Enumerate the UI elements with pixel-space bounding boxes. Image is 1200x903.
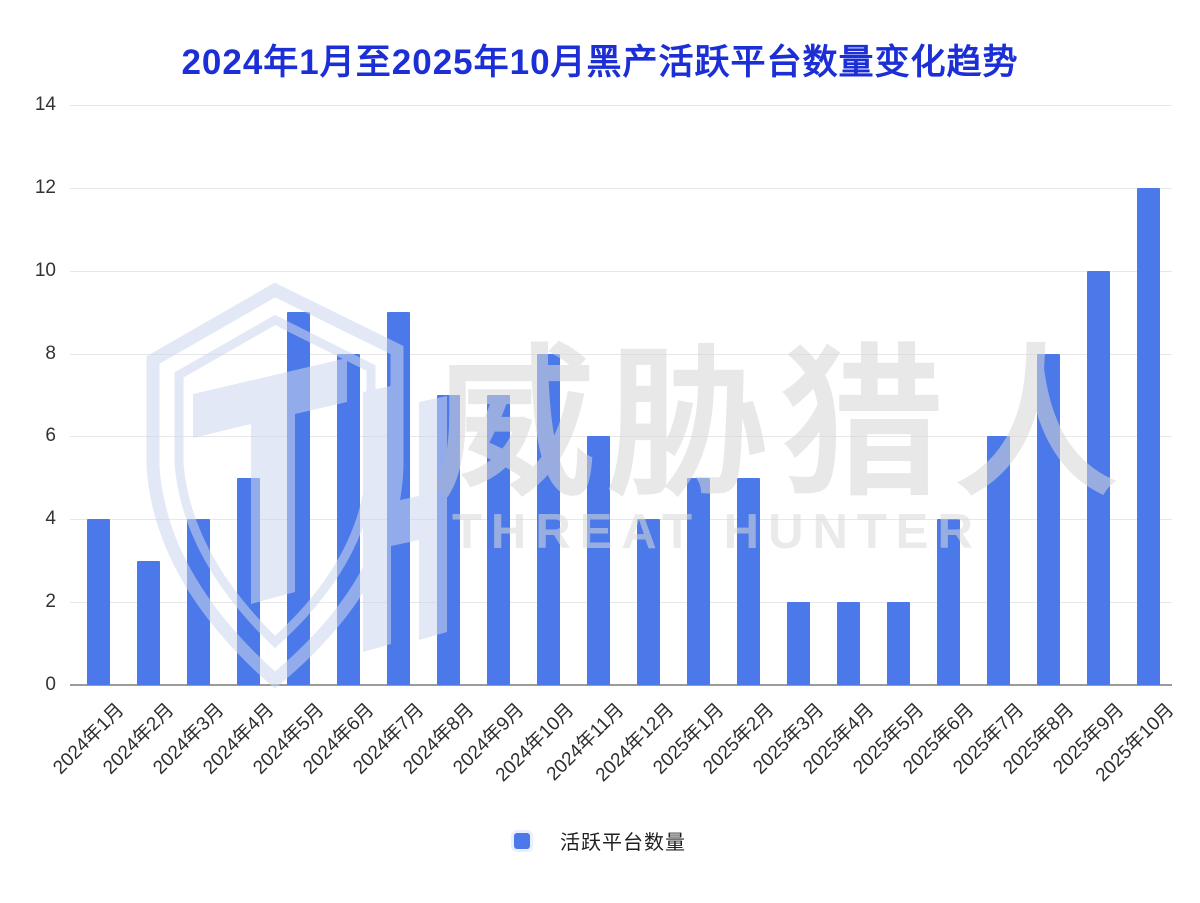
gridline: [70, 602, 1172, 604]
bar-2025年8月: [1036, 353, 1060, 685]
bar-2024年4月: [236, 477, 260, 685]
bar-2024年7月: [386, 312, 410, 685]
gridline: [70, 353, 1172, 355]
legend: 活跃平台数量: [0, 826, 1200, 855]
y-axis-tick-label: 4: [45, 508, 56, 530]
bar-2024年9月: [486, 395, 510, 685]
bar-2025年4月: [836, 602, 860, 685]
gridline: [70, 519, 1172, 521]
gridline: [70, 105, 1172, 106]
x-axis-baseline: [70, 684, 1172, 686]
bar-2024年11月: [586, 436, 610, 685]
bar-2025年5月: [886, 602, 910, 685]
y-axis-tick-label: 10: [34, 259, 56, 281]
gridline: [70, 436, 1172, 438]
legend-swatch-icon: [514, 832, 530, 849]
bar-2025年7月: [986, 436, 1010, 685]
gridline: [70, 187, 1172, 189]
bar-2024年2月: [136, 560, 160, 685]
gridline: [70, 270, 1172, 272]
bar-2025年3月: [786, 602, 810, 685]
bar-2025年1月: [686, 477, 710, 685]
y-axis-tick-label: 6: [45, 425, 56, 447]
bar-2024年1月: [86, 519, 110, 685]
y-axis-tick-label: 14: [34, 94, 56, 115]
legend-label: 活跃平台数量: [560, 832, 686, 854]
bar-2024年6月: [336, 353, 360, 685]
bar-2024年5月: [286, 312, 310, 685]
chart-title: 2024年1月至2025年10月黑产活跃平台数量变化趋势: [181, 43, 1019, 82]
y-axis-tick-label: 8: [45, 342, 56, 364]
y-axis-tick-label: 0: [45, 674, 56, 695]
bar-2024年8月: [436, 395, 460, 685]
y-axis-tick-label: 2: [45, 591, 56, 613]
bar-2025年6月: [936, 519, 960, 685]
bar-2025年10月: [1136, 187, 1160, 685]
bar-2025年9月: [1086, 270, 1110, 685]
y-axis-tick-label: 12: [34, 176, 56, 198]
bar-2025年2月: [736, 477, 760, 685]
bar-2024年10月: [536, 353, 560, 685]
bar-2024年3月: [186, 519, 210, 685]
bar-2024年12月: [636, 519, 660, 685]
